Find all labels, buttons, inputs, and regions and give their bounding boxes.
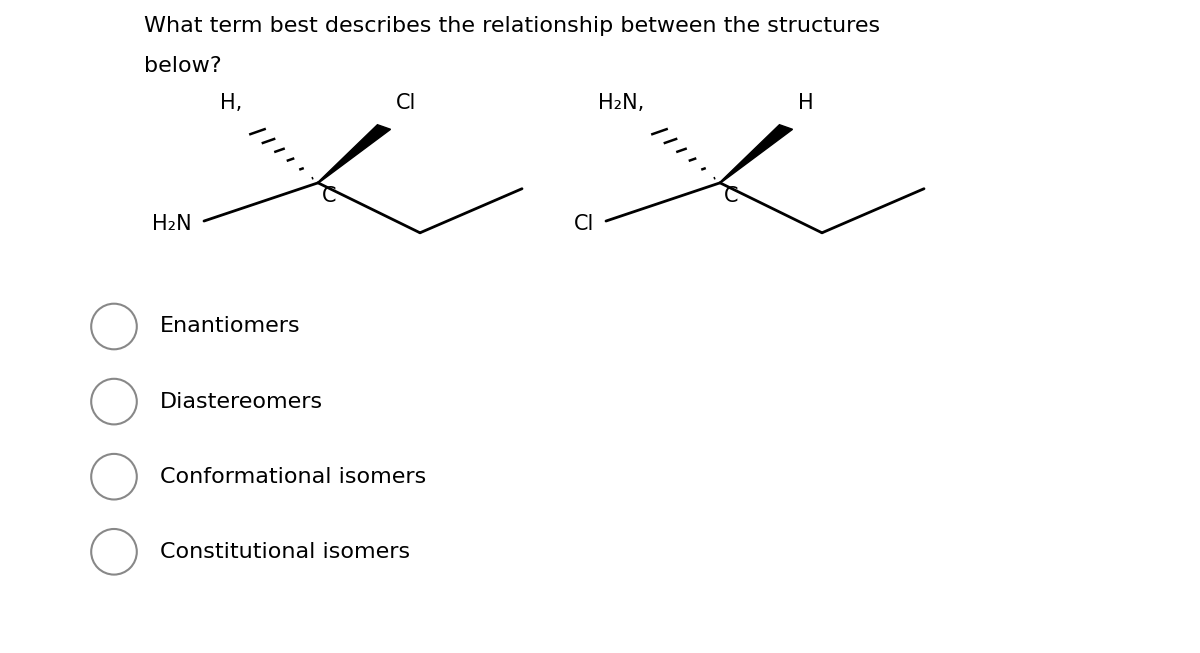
Text: C: C: [322, 186, 336, 206]
Text: H₂N: H₂N: [152, 214, 192, 234]
Text: What term best describes the relationship between the structures: What term best describes the relationshi…: [144, 16, 880, 37]
Text: Enantiomers: Enantiomers: [160, 317, 300, 336]
Text: Diastereomers: Diastereomers: [160, 392, 323, 411]
Text: C: C: [724, 186, 738, 206]
Text: Cl: Cl: [574, 214, 594, 234]
Text: Constitutional isomers: Constitutional isomers: [160, 542, 409, 562]
Polygon shape: [720, 125, 792, 183]
Text: Conformational isomers: Conformational isomers: [160, 467, 426, 486]
Text: H₂N,: H₂N,: [598, 93, 644, 112]
Polygon shape: [318, 125, 390, 183]
Text: Cl: Cl: [396, 93, 416, 112]
Text: H: H: [798, 93, 814, 112]
Text: below?: below?: [144, 56, 222, 76]
Text: H,: H,: [220, 93, 242, 112]
